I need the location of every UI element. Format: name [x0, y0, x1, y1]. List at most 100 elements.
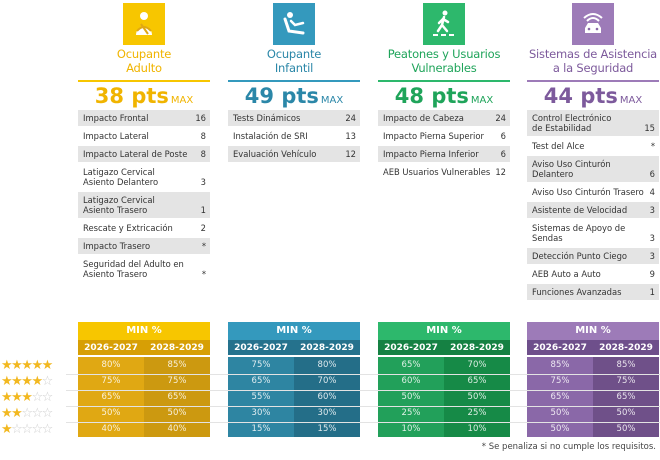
test-label: Rescate y Extricación: [83, 223, 173, 233]
test-label-line: Impacto Pierna Inferior: [383, 149, 479, 159]
test-points: *: [201, 241, 206, 251]
table-row: 50% 50%: [378, 389, 510, 405]
year-header-row: 2026-2027 2028-2029: [228, 340, 360, 357]
min-percent-cell: 75%: [527, 373, 593, 389]
test-points: 1: [649, 287, 655, 297]
table-row: 65% 70%: [228, 373, 360, 389]
test-item: Detección Punto Ciego 3: [527, 248, 659, 264]
table-header: MIN %: [78, 322, 210, 340]
star-empty-icon: ☆☆☆☆: [11, 422, 53, 437]
table-row: 75% 80%: [228, 357, 360, 373]
points-value: 49 pts: [244, 84, 319, 108]
test-item: Impacto Pierna Inferior 6: [378, 146, 510, 162]
test-list: Impacto de Cabeza 24 Impacto Pierna Superi…: [378, 110, 510, 182]
star-filled-icon: ★★★: [1, 390, 33, 405]
max-points: 38 pts MAX: [78, 84, 210, 113]
test-points: 8: [200, 149, 206, 159]
min-percent-cell: 50%: [527, 405, 593, 421]
row-divider: [66, 390, 660, 391]
test-label-line: Impacto Trasero: [83, 241, 151, 251]
table-header: MIN %: [527, 322, 659, 340]
min-percent-cell: 85%: [527, 357, 593, 373]
test-label-line: Aviso Uso Cinturón: [532, 159, 611, 169]
min-percent-cell: 50%: [144, 405, 210, 421]
test-item: Tests Dinámicos 24: [228, 110, 360, 126]
min-percent-cell: 80%: [78, 357, 144, 373]
category-title-line: Vulnerables: [411, 61, 477, 75]
min-percent-cell: 65%: [444, 373, 510, 389]
test-label-line: Latigazo Cervical: [83, 167, 155, 177]
category-title: Sistemas de Asistencia a la Seguridad: [527, 47, 659, 75]
test-points: 6: [500, 131, 506, 141]
min-percent-cell: 10%: [444, 421, 510, 437]
test-list: Tests Dinámicos 24 Instalación de SRI 13 Eva…: [228, 110, 360, 164]
test-points: 13: [345, 131, 356, 141]
test-label: Latigazo Cervical Asiento Trasero: [83, 195, 155, 215]
test-points: 12: [495, 167, 506, 177]
category-title-line: Adulto: [126, 61, 162, 75]
test-label: Tests Dinámicos: [233, 113, 300, 123]
table-row: 15% 15%: [228, 421, 360, 437]
star-empty-icon: ☆☆: [31, 390, 53, 405]
test-points: 3: [200, 177, 206, 187]
min-percent-cell: 15%: [294, 421, 360, 437]
min-percent-cell: 50%: [378, 389, 444, 405]
test-label-line: Impacto Lateral de Poste: [83, 149, 188, 159]
table-row: 55% 60%: [228, 389, 360, 405]
star-rating-4: ★★★★☆: [1, 374, 67, 390]
points-value: 44 pts: [543, 84, 618, 108]
max-label: MAX: [470, 95, 494, 106]
test-label: Impacto de Cabeza: [383, 113, 464, 123]
min-percent-cell: 30%: [228, 405, 294, 421]
table-row: 60% 65%: [378, 373, 510, 389]
test-item: Impacto Trasero *: [78, 238, 210, 254]
test-label: Control Electrónico de Estabilidad: [532, 113, 611, 133]
min-percent-table-pedestrian: MIN % 2026-2027 2028-2029 65% 70% 60% 65% 50% 5…: [378, 322, 510, 437]
min-percent-cell: 40%: [144, 421, 210, 437]
min-percent-cell: 50%: [78, 405, 144, 421]
test-label-line: Seguridad del Adulto en: [83, 259, 184, 269]
test-label: Impacto Pierna Superior: [383, 131, 484, 141]
test-label-line: Impacto Pierna Superior: [383, 131, 484, 141]
year-header: 2028-2029: [599, 343, 653, 353]
table-row: 80% 85%: [78, 357, 210, 373]
child-seat-icon: [273, 3, 315, 45]
min-percent-cell: 65%: [78, 389, 144, 405]
min-percent-cell: 25%: [444, 405, 510, 421]
category-title-line: a la Seguridad: [552, 61, 634, 75]
test-item: Impacto Frontal 16: [78, 110, 210, 126]
year-header: 2028-2029: [450, 343, 504, 353]
year-header: 2026-2027: [234, 343, 288, 353]
points-value: 48 pts: [394, 84, 469, 108]
max-label: MAX: [320, 95, 344, 106]
test-label-line: Rescate y Extricación: [83, 223, 173, 233]
test-points: 6: [649, 169, 655, 179]
test-label-line: Impacto de Cabeza: [383, 113, 464, 123]
year-header: 2028-2029: [300, 343, 354, 353]
table-row: 50% 50%: [527, 405, 659, 421]
category-title-line: Peatones y Usuarios: [387, 47, 501, 61]
table-row: 65% 70%: [378, 357, 510, 373]
test-label-line: Sendas: [532, 233, 563, 243]
category-title-line: Ocupante: [266, 47, 322, 61]
year-header: 2028-2029: [150, 343, 204, 353]
test-label-line: de Estabilidad: [532, 123, 592, 133]
table-row: 85% 85%: [527, 357, 659, 373]
test-item: Latigazo Cervical Asiento Delantero 3: [78, 164, 210, 190]
test-points: 16: [195, 113, 206, 123]
test-label-line: Test del Alce: [532, 141, 585, 151]
test-label-line: Delantero: [532, 169, 574, 179]
test-label-line: Asiento Delantero: [83, 177, 159, 187]
test-label: AEB Usuarios Vulnerables: [383, 167, 490, 177]
test-item: AEB Auto a Auto 9: [527, 266, 659, 282]
test-label-line: Asistente de Velocidad: [532, 205, 628, 215]
test-label-line: Tests Dinámicos: [233, 113, 301, 123]
test-label-line: AEB Usuarios Vulnerables: [383, 167, 491, 177]
category-title-line: Infantil: [274, 61, 314, 75]
star-filled-icon: ★★★★★: [1, 358, 53, 373]
star-rating-2: ★★☆☆☆: [1, 406, 67, 422]
star-rating-5: ★★★★★: [1, 358, 67, 374]
test-points: 3: [649, 251, 655, 261]
min-percent-cell: 50%: [593, 421, 659, 437]
test-label-line: AEB Auto a Auto: [532, 269, 601, 279]
